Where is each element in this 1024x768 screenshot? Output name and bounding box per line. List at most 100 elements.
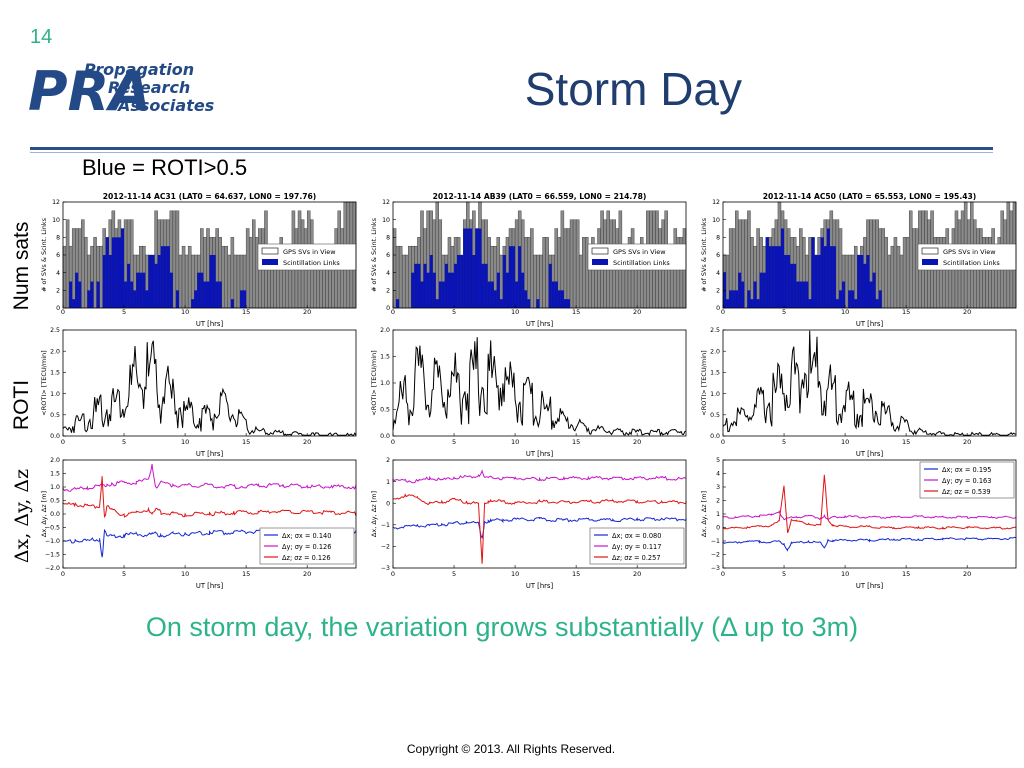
- scint-bar: [860, 255, 864, 308]
- gps-bar: [408, 245, 412, 309]
- scint-bar: [78, 281, 82, 308]
- legend-entry-gps: GPS SVs in View: [943, 248, 996, 256]
- y-tick-label: −2: [381, 544, 390, 551]
- scint-bar: [203, 281, 207, 308]
- x-tick-label: 20: [633, 308, 641, 316]
- scint-bar: [832, 246, 836, 308]
- chart-legend: Δx; σx = 0.080 Δy; σy = 0.117 Δz; σz = 0.2…: [589, 527, 685, 565]
- scint-bar: [466, 228, 470, 308]
- gps-bar: [893, 237, 898, 309]
- scint-bar: [793, 263, 797, 308]
- scint-bar: [87, 290, 91, 308]
- y-tick-label: −3: [381, 565, 390, 572]
- legend-swatch-gps: [921, 247, 939, 255]
- scint-bar: [823, 246, 827, 308]
- scint-bar: [472, 255, 476, 308]
- scint-bar: [817, 255, 821, 308]
- y-tick-label: 4: [56, 270, 60, 277]
- scint-bar: [469, 228, 473, 308]
- scint-bar: [842, 281, 846, 308]
- y-tick-label: 0: [386, 305, 390, 312]
- y-tick-label: 0: [56, 305, 60, 312]
- gps-bar: [530, 228, 534, 309]
- gps-bar: [99, 245, 103, 309]
- scint-bar: [463, 228, 467, 308]
- gps-bar: [252, 219, 256, 309]
- scint-bar: [475, 228, 479, 308]
- scint-bar: [857, 255, 861, 308]
- scint-bar: [457, 255, 461, 308]
- legend-swatch-gps: [261, 247, 279, 255]
- scint-bar: [136, 272, 140, 308]
- scint-bar: [768, 246, 772, 308]
- y-tick-label: 2.0: [380, 327, 390, 334]
- slide-title: Storm Day: [524, 63, 742, 115]
- scint-bar: [441, 281, 445, 308]
- legend-entry: Δx; σx = 0.195: [942, 466, 991, 474]
- pra-logo-icon: PRA Propagation Research Associates: [28, 60, 214, 123]
- gps-bar: [539, 254, 543, 309]
- x-tick-label: 5: [452, 308, 456, 316]
- y-tick-label: 0.5: [50, 498, 60, 505]
- y-tick-label: 12: [52, 199, 60, 206]
- scint-bar: [105, 237, 109, 308]
- y-tick-label: 0: [386, 500, 390, 507]
- scint-bar: [435, 299, 439, 308]
- chart-legend: Δx; σx = 0.140 Δy; σy = 0.126 Δz; σz = 0.1…: [259, 527, 355, 565]
- y-tick-label: 0: [716, 525, 720, 532]
- y-tick-label: 0.5: [380, 407, 390, 414]
- gps-bar: [902, 237, 907, 309]
- x-tick-label: 15: [902, 308, 910, 316]
- scint-bar: [796, 281, 800, 308]
- x-tick-label: 10: [511, 438, 519, 446]
- gps-bar: [563, 228, 568, 309]
- scint-bar: [163, 246, 167, 308]
- logo-line1: Propagation: [84, 60, 194, 79]
- scint-bar: [814, 255, 818, 308]
- legend-entry: Δz; σz = 0.539: [942, 488, 991, 496]
- x-tick-label: 20: [963, 308, 971, 316]
- scint-bar: [875, 299, 879, 308]
- gps-bar: [533, 254, 537, 309]
- slide-caption: On storm day, the variation grows substa…: [145, 612, 859, 642]
- scint-bar: [738, 272, 742, 308]
- plot-frame: [62, 329, 357, 437]
- scint-bar: [490, 281, 494, 308]
- logo-line2: Research: [108, 78, 190, 97]
- x-tick-label: 5: [122, 308, 126, 316]
- chart-ab39-svs: 2012-11-14 AB39 (LAT0 = 66.559, LON0 = 2…: [370, 192, 687, 328]
- legend-entry: Δx; σx = 0.140: [282, 532, 331, 540]
- gps-bar: [744, 219, 748, 309]
- x-tick-label: 10: [841, 570, 849, 578]
- scint-bar: [854, 299, 858, 308]
- scint-bar: [215, 281, 219, 308]
- gps-bar: [93, 237, 97, 309]
- scint-bar: [124, 281, 128, 308]
- legend-entry-scint: Scintillation Links: [283, 259, 340, 267]
- gps-bar: [224, 245, 229, 309]
- gps-bar: [569, 219, 574, 309]
- scint-bar: [735, 290, 739, 308]
- x-tick-label: 20: [303, 438, 311, 446]
- gps-bar: [227, 254, 232, 309]
- gps-bar: [572, 219, 577, 309]
- chart-ac50-svs: 2012-11-14 AC50 (LAT0 = 65.553, LON0 = 1…: [700, 192, 1017, 328]
- scint-bar: [820, 237, 824, 308]
- chart-title: 2012-11-14 AB39 (LAT0 = 66.559, LON0 = 2…: [433, 192, 647, 201]
- x-tick-label: 0: [721, 570, 725, 578]
- scint-bar: [460, 255, 464, 308]
- x-axis-label: UT [hrs]: [196, 320, 224, 328]
- scint-bar: [166, 246, 170, 308]
- y-tick-label: 2: [386, 288, 390, 295]
- gps-bar: [881, 228, 885, 309]
- scint-bar: [160, 246, 164, 308]
- x-tick-label: 0: [61, 308, 65, 316]
- scint-bar: [741, 281, 745, 308]
- scint-bar: [438, 281, 442, 308]
- scint-bar: [826, 228, 830, 308]
- scint-bar: [243, 290, 247, 308]
- title-divider-thin: [30, 152, 993, 153]
- series-line-dy: [392, 469, 687, 484]
- scint-bar: [447, 272, 451, 308]
- gps-bar: [566, 228, 571, 309]
